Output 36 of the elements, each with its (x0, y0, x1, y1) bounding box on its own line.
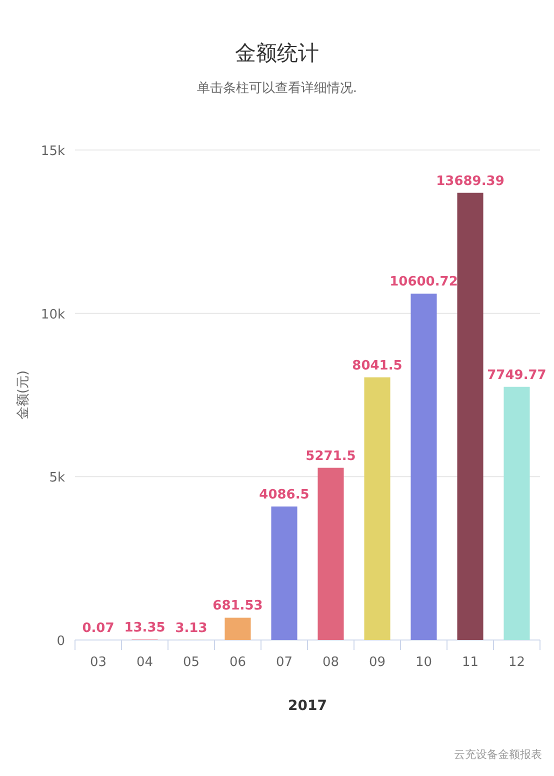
bar (224, 618, 251, 640)
x-tick-label: 05 (182, 655, 200, 670)
data-label: 3.13 (175, 620, 208, 636)
chart-subtitle: 单击条柱可以查看详细情况. (196, 81, 358, 96)
data-label: 13.35 (124, 620, 166, 636)
chart-title: 金额统计 (235, 41, 319, 65)
x-tick-label: 08 (322, 655, 340, 670)
x-tick-label: 09 (368, 655, 386, 670)
data-label: 0.07 (82, 621, 114, 636)
x-axis-title: 2017 (288, 698, 327, 714)
data-label: 681.53 (212, 598, 263, 614)
data-label: 8041.5 (352, 358, 402, 374)
data-label: 10600.72 (390, 274, 458, 290)
bar (318, 468, 344, 640)
data-label: 5271.5 (306, 448, 356, 464)
y-tick-label: 0 (56, 634, 65, 649)
bar (504, 386, 530, 640)
x-tick-label: 03 (90, 655, 107, 670)
x-tick-label: 12 (508, 655, 526, 670)
bar (271, 506, 298, 640)
x-tick-label: 04 (136, 655, 154, 670)
bar (410, 294, 437, 640)
data-label: 13689.39 (436, 174, 504, 189)
x-tick-label: 10 (415, 655, 432, 670)
y-tick-label: 15k (40, 144, 66, 159)
bar (364, 377, 390, 640)
data-label: 4086.5 (259, 488, 310, 503)
text: 云充设备金额报表 (454, 748, 542, 761)
data-label: 7749.77 (487, 368, 546, 383)
y-tick-label: 5k (49, 470, 66, 486)
x-tick-label: 07 (276, 655, 293, 670)
y-tick-label: 10k (40, 307, 66, 322)
x-tick-label: 11 (462, 655, 479, 670)
bar (457, 192, 484, 640)
y-axis-title: 金额(元) (16, 370, 31, 420)
x-tick-label: 06 (229, 655, 246, 670)
